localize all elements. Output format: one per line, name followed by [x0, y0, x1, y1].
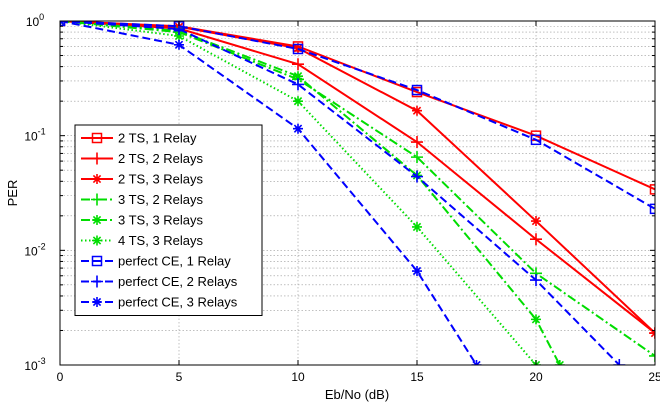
x-tick-label: 0 [57, 370, 64, 384]
data-point [292, 58, 304, 71]
legend-item: 3 TS, 2 Relays [81, 192, 204, 207]
legend-marker [91, 275, 103, 288]
x-tick-label: 25 [648, 370, 660, 384]
legend: 2 TS, 1 Relay 2 TS, 2 Relays 2 TS, 3 Relay… [74, 124, 263, 316]
x-axis-title: Eb/No (dB) [325, 387, 389, 402]
legend-marker [91, 132, 103, 144]
series-8 [60, 21, 626, 365]
data-point [174, 39, 184, 50]
ticks: 0 5 10 15 20 25 100 10-1 10-2 10-3 [24, 12, 660, 384]
legend-marker [92, 297, 102, 307]
data-point [412, 221, 422, 232]
data-point [411, 84, 423, 96]
legend-label: perfect CE, 1 Relay [118, 254, 231, 269]
data-point [412, 105, 422, 116]
legend-item: perfect CE, 1 Relay [81, 254, 231, 269]
legend-marker [92, 215, 102, 225]
y-tick-label: 10-3 [24, 356, 45, 373]
legend-marker [91, 193, 103, 206]
data-point [292, 78, 304, 91]
data-point [293, 96, 303, 107]
legend-marker [91, 255, 103, 267]
legend-marker [91, 152, 103, 165]
x-tick-label: 10 [291, 370, 305, 384]
data-point [649, 184, 655, 195]
y-tick-label: 10-2 [24, 241, 45, 258]
y-tick-label: 10-1 [24, 127, 45, 144]
series-line [60, 21, 621, 365]
y-axis-title: PER [5, 180, 20, 207]
legend-label: 4 TS, 3 Relays [118, 233, 204, 248]
data-point [530, 134, 542, 146]
legend-item: 3 TS, 3 Relays [81, 213, 204, 228]
x-tick-label: 15 [410, 370, 424, 384]
series-line [60, 21, 655, 210]
data-point [530, 233, 542, 246]
data-point [412, 266, 422, 277]
legend-marker [92, 235, 102, 246]
legend-label: 2 TS, 3 Relays [118, 172, 204, 187]
series-6 [60, 21, 541, 365]
series-9 [60, 21, 482, 365]
legend-marker [92, 174, 102, 184]
series-line [60, 21, 561, 365]
data-point [293, 71, 303, 82]
legend-label: 3 TS, 3 Relays [118, 213, 204, 228]
x-tick-label: 5 [176, 370, 183, 384]
data-point [530, 274, 542, 287]
legend-label: perfect CE, 2 Relays [118, 274, 238, 289]
legend-item: 2 TS, 3 Relays [81, 172, 204, 187]
data-point [293, 123, 303, 134]
data-point [411, 136, 423, 149]
data-point [649, 349, 655, 362]
data-point [531, 314, 541, 325]
legend-item: 2 TS, 1 Relay [81, 131, 197, 146]
x-tick-label: 20 [529, 370, 543, 384]
legend-item: 4 TS, 3 Relays [81, 233, 204, 248]
data-point [292, 43, 304, 55]
legend-item: perfect CE, 3 Relays [81, 295, 238, 310]
legend-item: 2 TS, 2 Relays [81, 151, 204, 166]
series-line [60, 21, 655, 357]
data-point [531, 216, 541, 227]
legend-item: perfect CE, 2 Relays [81, 274, 238, 289]
data-point [411, 151, 423, 164]
legend-label: perfect CE, 3 Relays [118, 295, 238, 310]
plot-frame [59, 20, 656, 366]
legend-label: 3 TS, 2 Relays [118, 192, 204, 207]
legend-label: 2 TS, 1 Relay [118, 131, 197, 146]
data-point [174, 30, 184, 41]
y-tick-label: 100 [26, 12, 44, 29]
data-point [613, 359, 626, 365]
legend-label: 2 TS, 2 Relays [118, 151, 204, 166]
data-point [649, 203, 655, 215]
data-point [411, 170, 423, 183]
series-layer [60, 21, 655, 365]
